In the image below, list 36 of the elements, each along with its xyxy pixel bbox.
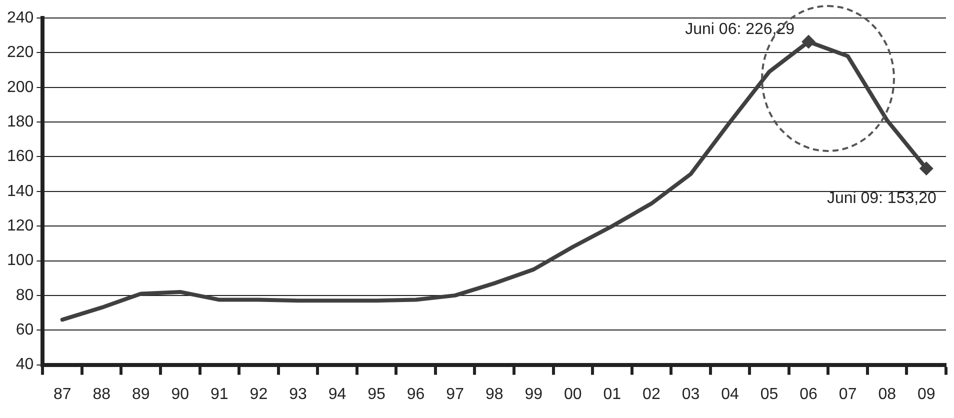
x-tick-label: 89 — [132, 386, 150, 403]
y-tick-label: 240 — [6, 9, 34, 26]
x-tick-label: 93 — [289, 386, 307, 403]
x-tick-label: 03 — [682, 386, 700, 403]
x-tick-label: 06 — [800, 386, 818, 403]
annotation: Juni 09: 153,20 — [826, 190, 936, 207]
y-tick-label: 220 — [6, 44, 34, 62]
x-tick-label: 00 — [564, 386, 582, 403]
x-tick-label: 04 — [721, 386, 739, 403]
x-tick-label: 99 — [524, 386, 543, 403]
x-tick-label: 07 — [838, 386, 857, 403]
x-tick-label: 98 — [485, 386, 504, 403]
x-tick-label: 08 — [878, 386, 896, 403]
y-tick-label: 60 — [16, 322, 34, 339]
x-tick-label: 87 — [53, 386, 72, 403]
y-tick-label: 200 — [6, 78, 34, 96]
y-tick-label: 160 — [6, 148, 34, 166]
y-tick-label: 40 — [16, 356, 34, 374]
x-tick-label: 02 — [642, 386, 660, 403]
x-tick-label: 01 — [603, 386, 622, 403]
y-tick-label: 80 — [16, 286, 34, 304]
y-tick-label: 100 — [6, 252, 34, 270]
y-tick-label: 140 — [6, 182, 34, 200]
x-tick-label: 94 — [328, 386, 346, 403]
x-tick-label: 91 — [210, 386, 228, 403]
x-tick-label: 88 — [92, 386, 111, 403]
x-tick-label: 97 — [446, 386, 464, 403]
y-tick-label: 120 — [6, 217, 34, 234]
x-tick-label: 90 — [171, 386, 190, 403]
y-tick-label: 180 — [6, 113, 34, 130]
x-tick-label: 05 — [760, 386, 778, 403]
x-tick-label: 96 — [406, 386, 425, 403]
annotation: Juni 06: 226,29 — [685, 21, 795, 38]
x-tick-label: 09 — [917, 386, 936, 403]
x-tick-label: 92 — [250, 386, 268, 403]
x-tick-label: 95 — [368, 386, 386, 403]
